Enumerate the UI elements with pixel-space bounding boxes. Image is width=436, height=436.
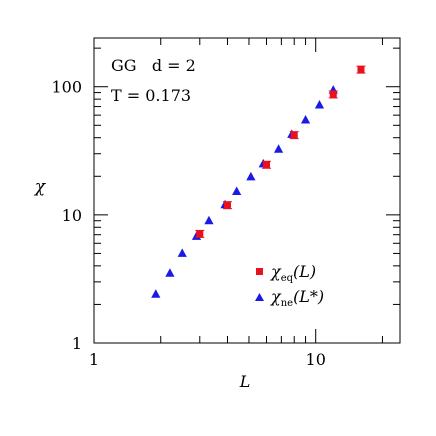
annotation-model: GG d = 2 — [111, 56, 196, 75]
plot-frame — [93, 37, 401, 344]
legend-marker-eq — [256, 268, 263, 275]
y-tick-label: 100 — [51, 78, 82, 97]
point-chi-eq — [223, 201, 231, 209]
x-axis-label: L — [239, 372, 251, 391]
point-chi-ne — [300, 114, 311, 124]
y-axis-label: χ — [34, 177, 47, 197]
point-chi-ne — [151, 289, 161, 298]
tick-labels: 1 10 1 10 100 — [51, 78, 325, 369]
point-chi-eq — [329, 90, 337, 98]
annotation-temperature: T = 0.173 — [111, 86, 191, 105]
y-tick-label: 10 — [62, 206, 82, 225]
legend-label-eq: χeq(L) — [270, 262, 316, 284]
y-tick-label: 1 — [72, 334, 82, 353]
data-points — [151, 65, 366, 298]
point-chi-ne — [177, 248, 187, 257]
legend: χeq(L) χne(L*) — [255, 262, 324, 309]
point-chi-ne — [273, 144, 284, 153]
x-tick-label: 1 — [89, 350, 99, 369]
axis-ticks — [93, 38, 400, 344]
legend-marker-ne — [255, 293, 264, 301]
point-chi-ne — [246, 171, 256, 181]
point-chi-eq — [357, 66, 365, 74]
point-chi-eq — [263, 161, 271, 169]
x-tick-label: 10 — [306, 350, 326, 369]
point-chi-ne — [232, 186, 242, 196]
point-chi-ne — [314, 100, 325, 109]
point-chi-eq — [290, 131, 298, 139]
point-chi-eq — [196, 230, 204, 238]
point-chi-ne — [204, 215, 214, 225]
legend-label-ne: χne(L*) — [270, 287, 324, 309]
point-chi-ne — [165, 268, 175, 277]
